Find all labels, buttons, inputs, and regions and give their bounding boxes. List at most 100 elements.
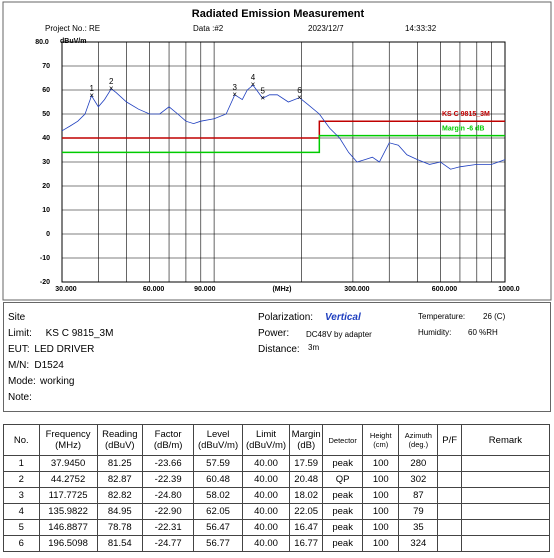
table-cell: -22.31 — [141, 519, 195, 536]
table-cell: 44.2752 — [38, 471, 98, 488]
table-cell: 84.95 — [96, 503, 143, 520]
table-cell: 56.47 — [193, 519, 243, 536]
marker-label: 4 — [251, 73, 256, 82]
x-tick-label: 600.000 — [432, 286, 457, 293]
table-cell: 18.02 — [289, 487, 324, 504]
marker: × — [232, 90, 237, 99]
info-value: 26 (C) — [483, 312, 506, 321]
table-cell: 117.7725 — [38, 487, 98, 504]
table-cell: 40.00 — [241, 487, 291, 504]
column-header: Margin (dB) — [289, 424, 324, 456]
marker-label: 1 — [89, 84, 94, 93]
table-cell: -22.90 — [141, 503, 195, 520]
table-cell — [460, 519, 551, 536]
plot-frame — [61, 41, 506, 283]
table-row: 4 135.9822 84.95 -22.90 62.05 40.00 22.05 peak 1… — [3, 503, 551, 520]
table-cell: 17.59 — [289, 455, 324, 472]
y-tick-label: -10 — [40, 255, 50, 262]
table-cell: 4 — [3, 503, 40, 520]
column-header: Remark — [460, 424, 551, 456]
time: 14:33:32 — [405, 24, 437, 33]
column-header: Limit (dBuV/m) — [241, 424, 291, 456]
info-box — [3, 302, 551, 412]
info-value: LED DRIVER — [34, 344, 95, 355]
column-header: No. — [3, 424, 40, 456]
project: Project No.: RE — [45, 24, 100, 33]
table-row: 3 117.7725 82.82 -24.80 58.02 40.00 18.02 peak 1… — [3, 487, 551, 504]
table-cell: 16.47 — [289, 519, 324, 536]
y-tick-label: 20 — [42, 183, 50, 190]
x-tick-label: 30.000 — [55, 286, 77, 293]
table-cell: 40.00 — [241, 503, 291, 520]
info-label: Temperature: — [418, 312, 466, 321]
info-value: 3m — [308, 343, 320, 352]
table-cell — [460, 487, 551, 504]
table-cell: -22.39 — [141, 471, 195, 488]
table-cell: 100 — [362, 487, 400, 504]
marker: × — [109, 84, 114, 93]
table-cell: -24.77 — [141, 535, 195, 552]
y-tick-label: 50 — [42, 111, 50, 118]
table-cell — [460, 535, 551, 552]
table-cell: peak — [322, 519, 364, 536]
marker-label: 5 — [260, 87, 265, 96]
table-cell — [437, 487, 462, 504]
y-tick-label: 10 — [42, 207, 50, 214]
table-cell: 100 — [362, 471, 400, 488]
info-label: Distance: — [258, 344, 300, 355]
table-cell: 302 — [398, 471, 439, 488]
data-no: Data :#2 — [193, 24, 224, 33]
marker-label: 3 — [233, 83, 238, 92]
table-row: 6 196.5098 81.54 -24.77 56.77 40.00 16.77 peak 1… — [3, 535, 551, 552]
y-tick-label: -20 — [40, 279, 50, 286]
table-cell: 16.77 — [289, 535, 324, 552]
marker: × — [297, 93, 302, 102]
table-cell: 82.82 — [96, 487, 143, 504]
legend-label: Margin -6 dB — [442, 125, 484, 132]
column-header: Frequency (MHz) — [38, 424, 98, 456]
table-cell: 100 — [362, 519, 400, 536]
date: 2023/12/7 — [308, 24, 344, 33]
table-cell: 56.77 — [193, 535, 243, 552]
table-row: 5 146.8877 78.78 -22.31 56.47 40.00 16.47 peak 1… — [3, 519, 551, 536]
table-cell: 100 — [362, 503, 400, 520]
y-tick-label: 60 — [42, 87, 50, 94]
chart-border — [2, 1, 552, 301]
column-header: Detector — [322, 424, 364, 456]
marker: × — [260, 94, 265, 103]
table-cell: 40.00 — [241, 535, 291, 552]
info-label: M/N: — [8, 360, 30, 371]
table-cell: peak — [322, 535, 364, 552]
table-cell — [437, 519, 462, 536]
info-value: working — [40, 376, 75, 387]
table-cell: 324 — [398, 535, 439, 552]
table-cell — [460, 471, 551, 488]
info-label: Mode: — [8, 376, 36, 387]
table-cell: 60.48 — [193, 471, 243, 488]
table-cell: -24.80 — [141, 487, 195, 504]
title: Radiated Emission Measurement — [192, 8, 365, 20]
table-row: 2 44.2752 82.87 -22.39 60.48 40.00 20.48 QP 100 3… — [3, 471, 551, 488]
info-label: Humidity: — [418, 328, 452, 337]
table-cell: 62.05 — [193, 503, 243, 520]
table-cell: 82.87 — [96, 471, 143, 488]
table-cell: 87 — [398, 487, 439, 504]
table-cell — [460, 455, 551, 472]
column-header: Factor (dB/m) — [141, 424, 195, 456]
info-label: EUT: — [8, 344, 30, 355]
y-tick-label: 0 — [46, 231, 50, 238]
table-cell: 40.00 — [241, 455, 291, 472]
table-cell: 79 — [398, 503, 439, 520]
table-cell: 280 — [398, 455, 439, 472]
table-cell — [460, 503, 551, 520]
limit-line — [62, 134, 505, 154]
table-row: 1 37.9450 81.25 -23.66 57.59 40.00 17.59 peak 10… — [3, 455, 551, 472]
column-header: Height (cm) — [362, 424, 400, 456]
info-value: DC48V by adapter — [306, 330, 372, 339]
x-axis-label: (MHz) — [272, 286, 291, 293]
column-header: Reading (dBuV) — [96, 424, 143, 456]
table-cell: QP — [322, 471, 364, 488]
info-label: Note: — [8, 392, 32, 403]
table-cell: 78.78 — [96, 519, 143, 536]
table-cell: 196.5098 — [38, 535, 98, 552]
